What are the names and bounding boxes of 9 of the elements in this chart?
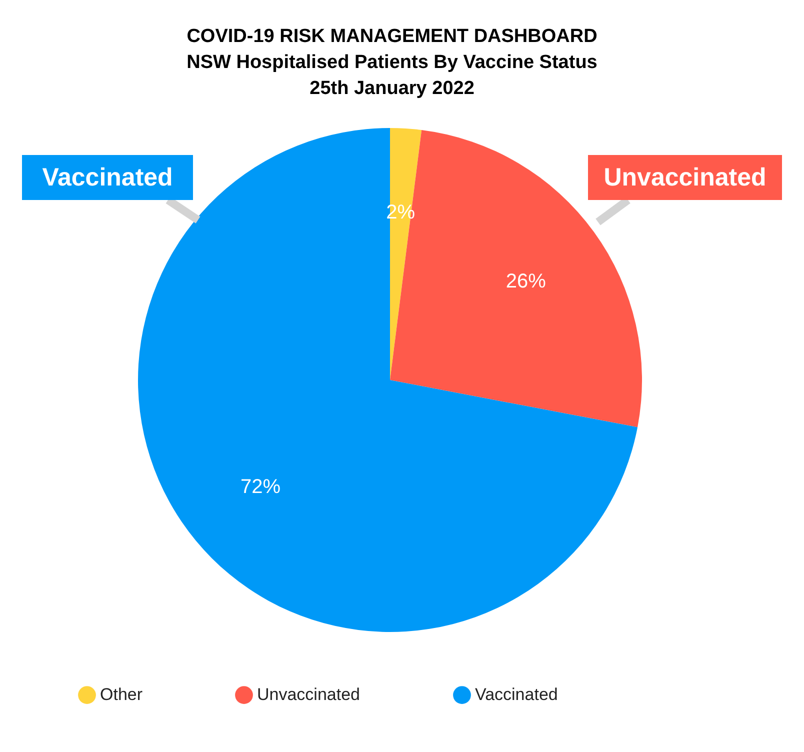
text: Unvaccinated	[604, 164, 766, 192]
data-label: 72%	[240, 476, 281, 498]
data-label: 26%	[506, 270, 546, 292]
legend-label: Other	[100, 685, 143, 704]
chart-title: COVID-19 RISK MANAGEMENT DASHBOARD	[186, 26, 598, 47]
text: Vaccinated	[42, 164, 173, 192]
legend-label: Unvaccinated	[257, 685, 360, 704]
chart-subtitle: NSW Hospitalised Patients By Vaccine Status 25th January 2022	[186, 52, 598, 99]
legend-label: Vaccinated	[475, 685, 558, 704]
